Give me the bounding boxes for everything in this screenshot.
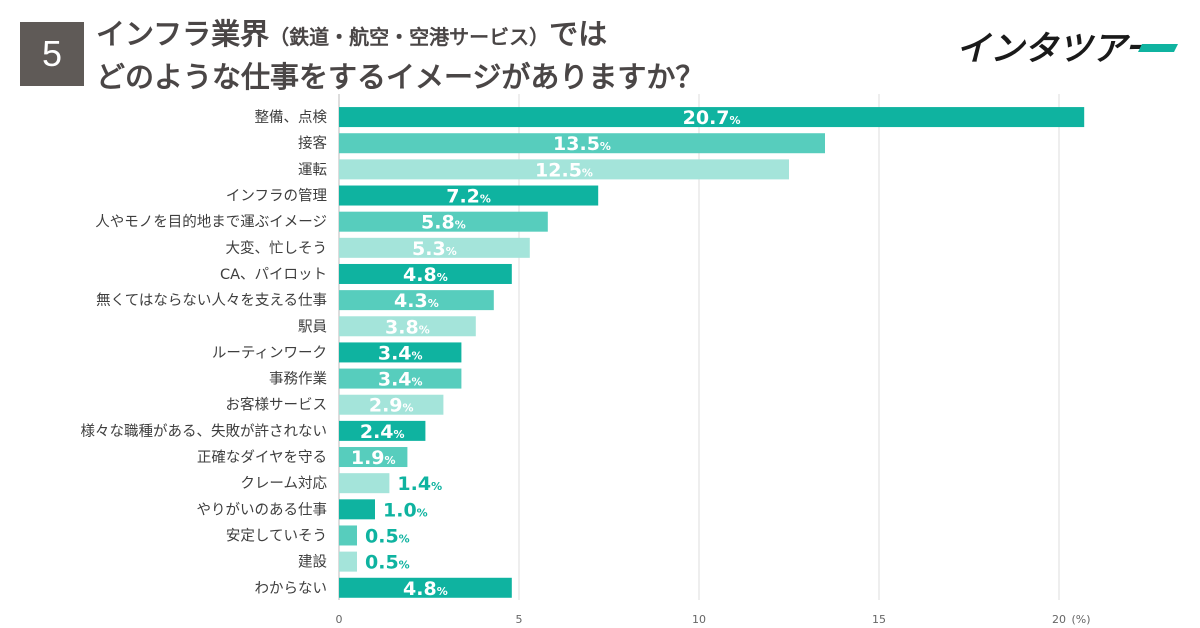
- category-label: 運転: [298, 161, 327, 178]
- x-tick-label: 10: [692, 613, 706, 626]
- value-label: 1.4%: [397, 473, 442, 495]
- x-tick-label: 20: [1052, 613, 1066, 626]
- x-tick-label: 15: [872, 613, 886, 626]
- value-label: 2.9%: [369, 395, 414, 417]
- logo-text: インタツアー: [956, 29, 1159, 69]
- bar: [339, 473, 390, 494]
- value-label: 3.4%: [378, 342, 423, 364]
- value-label: 12.5%: [535, 159, 593, 181]
- value-label: 13.5%: [553, 133, 611, 155]
- bar: [339, 551, 357, 572]
- value-label: 20.7%: [683, 107, 741, 129]
- value-label: 0.5%: [365, 552, 410, 574]
- bar: [339, 368, 462, 389]
- category-label: わからない: [255, 580, 328, 597]
- value-label: 1.9%: [351, 447, 396, 469]
- logo-accent-bar: [1138, 44, 1178, 52]
- value-label: 5.8%: [421, 212, 466, 234]
- value-label: 2.4%: [360, 421, 405, 443]
- bar: [339, 290, 494, 311]
- category-label: 様々な職種がある、失敗が許されない: [81, 423, 328, 440]
- category-label: 整備、点検: [255, 109, 328, 126]
- x-tick-label: 0: [336, 613, 343, 626]
- bar: [339, 525, 357, 546]
- bar: [339, 420, 426, 441]
- value-label: 0.5%: [365, 525, 410, 547]
- bar: [339, 577, 512, 598]
- category-label: 事務作業: [269, 371, 327, 388]
- bar: [339, 237, 530, 258]
- category-label: お客様サービス: [226, 397, 328, 414]
- title-paren: （鉄道・航空・空港サービス）: [269, 25, 550, 49]
- bar: [339, 342, 462, 363]
- value-label: 4.3%: [394, 290, 439, 312]
- chart-title: インフラ業界（鉄道・航空・空港サービス）では どのような仕事をするイメージがあり…: [96, 14, 896, 97]
- value-label: 4.8%: [403, 264, 448, 286]
- category-label: ルーティンワーク: [212, 344, 327, 361]
- bar: [339, 211, 548, 232]
- category-label: 安定していそう: [226, 527, 327, 544]
- intatour-logo: インタツアー: [956, 29, 1178, 69]
- category-label: クレーム対応: [240, 475, 327, 492]
- x-tick-label: 5: [516, 613, 523, 626]
- bar: [339, 263, 512, 284]
- title-line-1: インフラ業界（鉄道・航空・空港サービス）では: [96, 14, 896, 57]
- bar: [339, 316, 476, 337]
- bar: [339, 133, 825, 154]
- bar: [339, 499, 375, 520]
- value-label: 3.4%: [378, 369, 423, 391]
- category-label: 無くてはならない人々を支える仕事: [96, 292, 327, 309]
- value-label: 5.3%: [412, 238, 457, 260]
- category-label: 建設: [298, 554, 327, 571]
- title-main: インフラ業界: [96, 17, 270, 51]
- value-label: 4.8%: [403, 578, 448, 600]
- bar: [339, 185, 599, 206]
- title-line-2: どのような仕事をするイメージがありますか？: [96, 60, 705, 94]
- bar: [339, 107, 1085, 128]
- category-label: インフラの管理: [226, 188, 328, 205]
- category-label: やりがいのある仕事: [197, 501, 328, 518]
- value-label: 3.8%: [385, 316, 430, 338]
- category-label: 接客: [298, 135, 327, 152]
- category-label: 駅員: [298, 319, 327, 335]
- category-label: 人やモノを目的地まで運ぶイメージ: [95, 214, 327, 231]
- bar: [339, 394, 444, 415]
- category-label: CA、パイロット: [220, 266, 327, 283]
- category-label: 大変、忙しそう: [226, 240, 328, 257]
- bar: [339, 447, 408, 468]
- question-number-badge: 5: [20, 22, 84, 86]
- x-unit-label: (%): [1071, 613, 1090, 626]
- bar: [339, 159, 789, 180]
- value-label: 7.2%: [446, 186, 491, 208]
- category-label: 正確なダイヤを守る: [197, 449, 327, 466]
- value-label: 1.0%: [383, 499, 428, 521]
- title-tail: では: [549, 17, 608, 51]
